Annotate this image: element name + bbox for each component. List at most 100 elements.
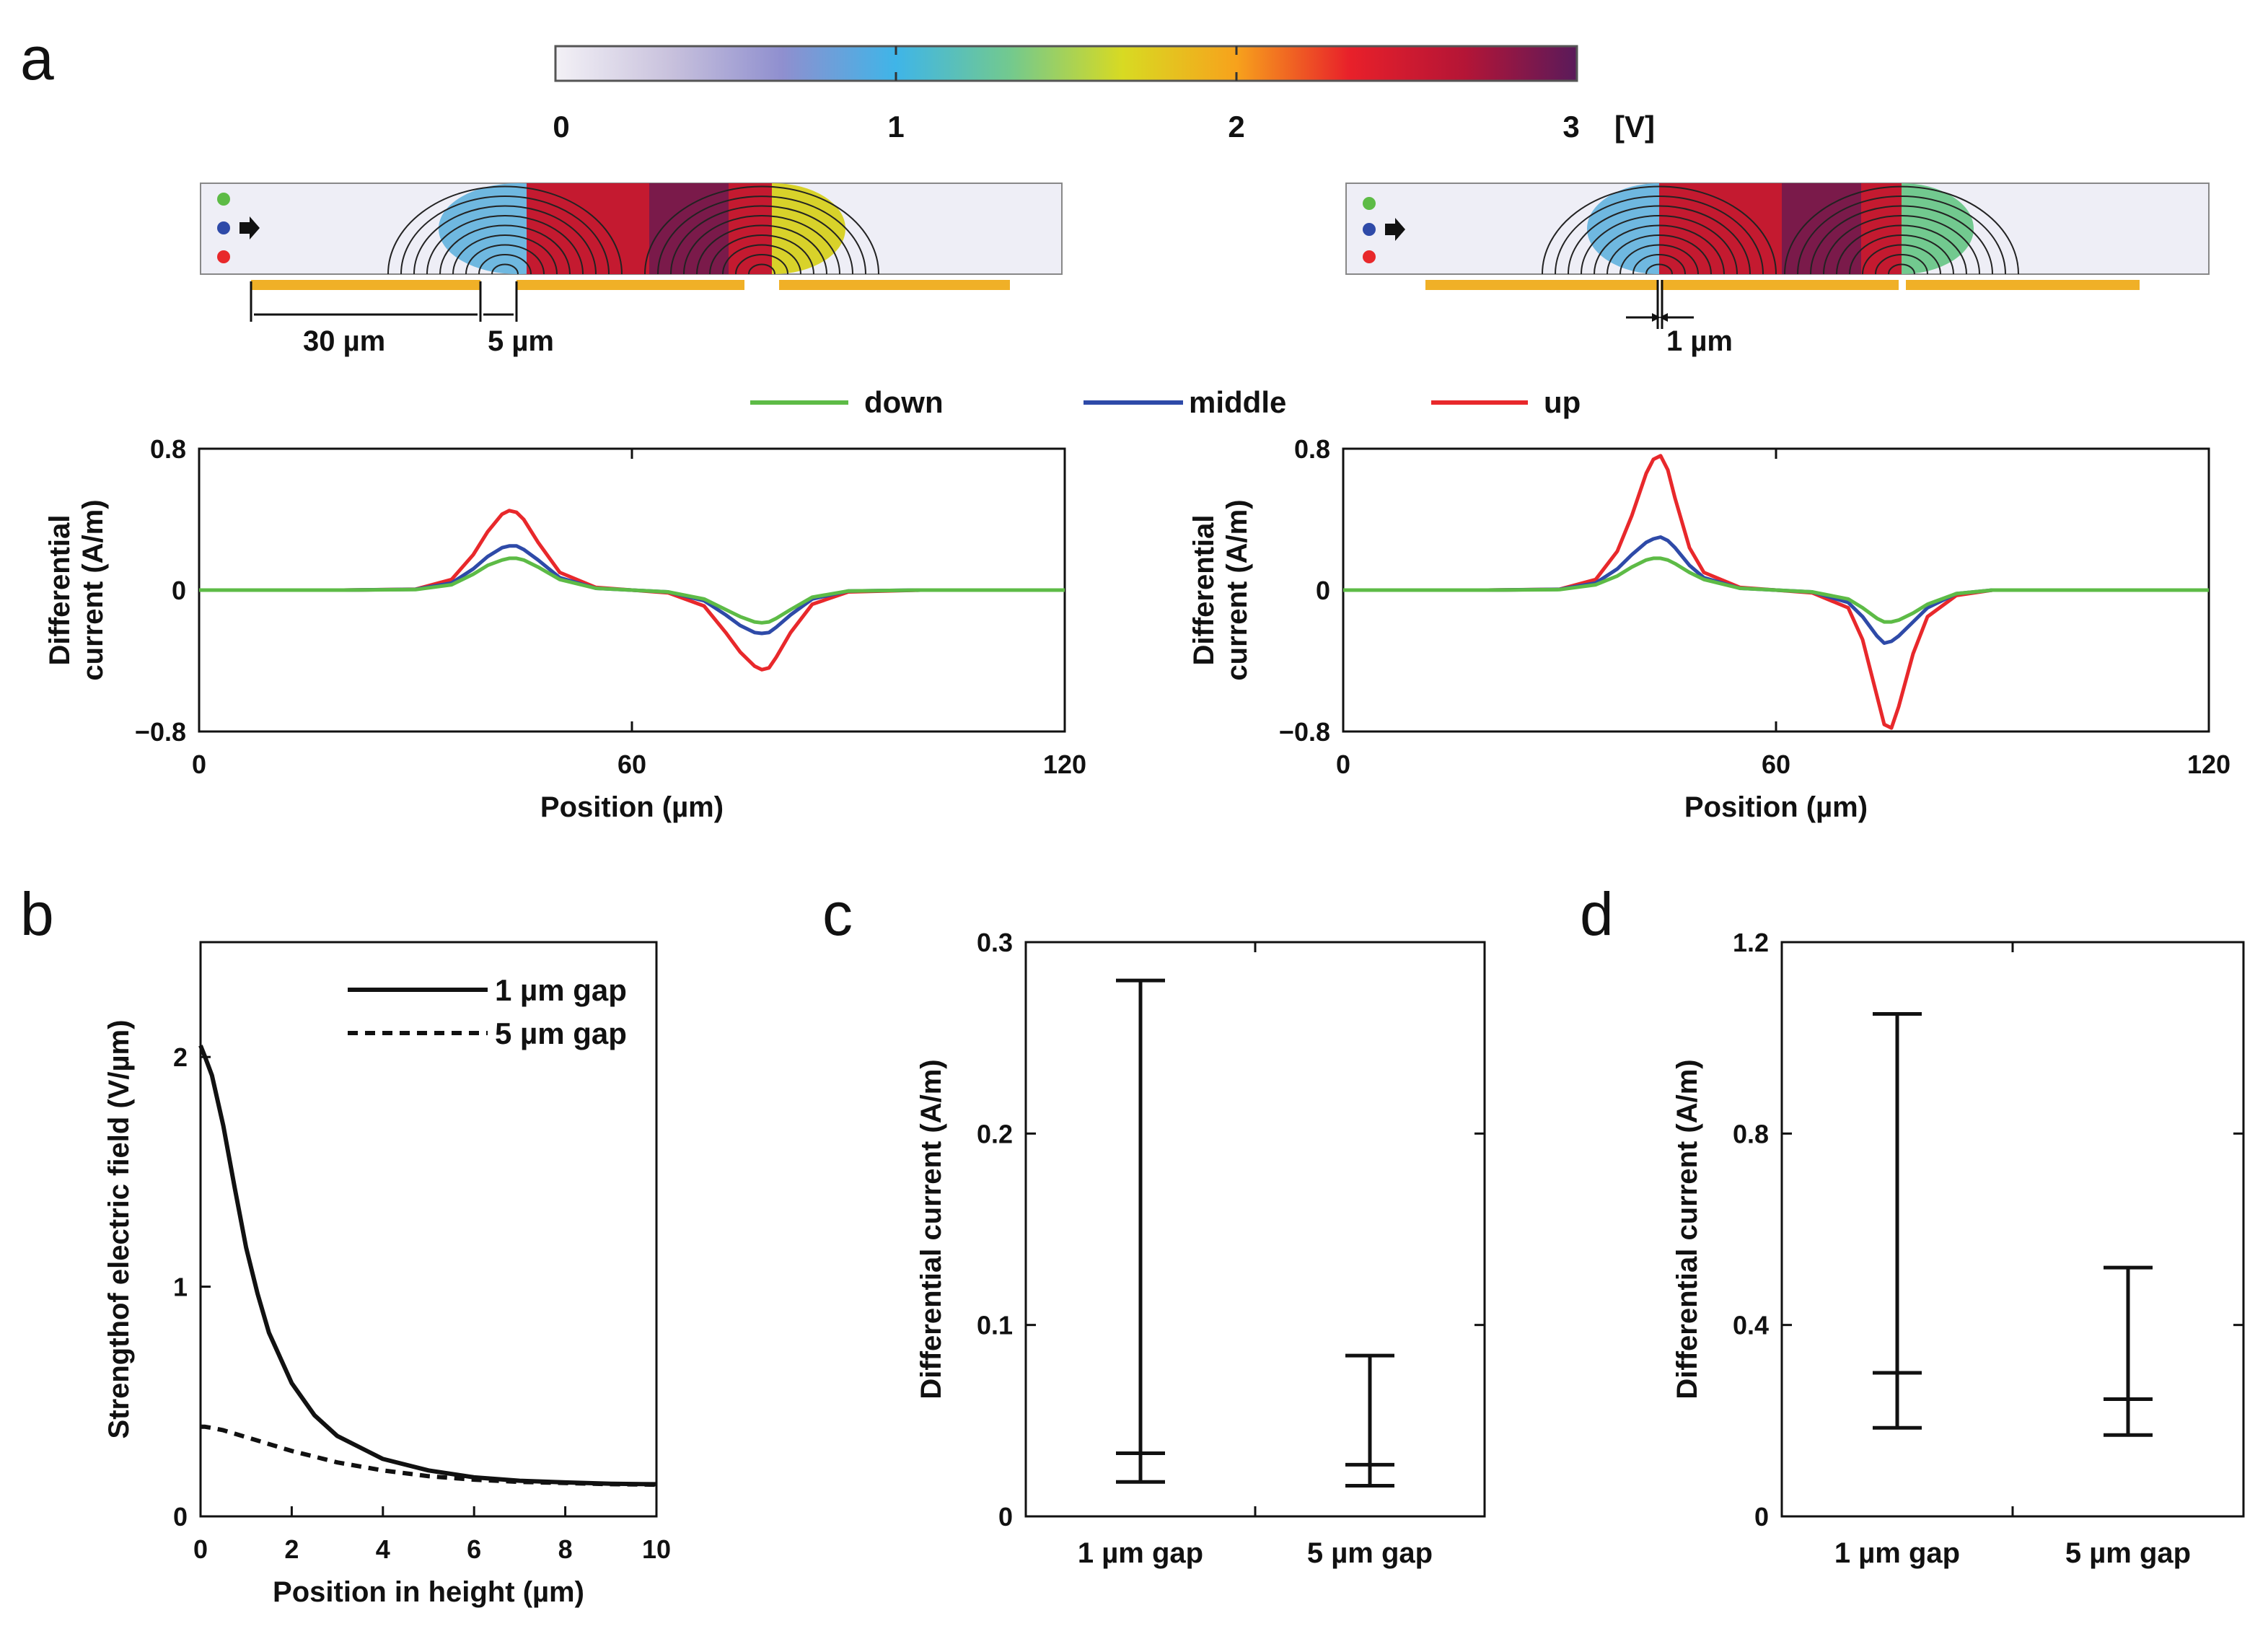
series-line-down [199,556,1065,625]
field-line [670,205,853,275]
field-line [426,215,584,275]
field-line [491,263,519,275]
field-line [1823,215,1980,275]
y-tick-label: 0.8 [1733,1119,1769,1148]
x-tick-label: 0 [192,750,206,779]
x-tick-label: 8 [558,1534,573,1564]
plot-frame [1780,941,2245,1518]
y-tick-label: 0.1 [977,1311,1013,1340]
colorbar-tick-label: 0 [553,110,569,144]
x-tick-label: 120 [1043,750,1086,779]
y-axis-label-line1: Differential [1188,515,1220,666]
dim-label-30um: 30 µm [303,325,385,357]
y-tick-label: 0 [998,1502,1013,1532]
colorbar-unit: [V] [1614,110,1655,144]
y-tick-label: 0.8 [1294,434,1330,464]
field-line [1555,195,1764,275]
plot-frame [199,941,658,1518]
field-region-peak [1782,183,1861,274]
legend-label-down: down [864,385,944,419]
y-tick-label: 0 [172,576,186,605]
field-line [465,244,545,275]
colorbar: 0 1 2 3 [V] [553,45,1655,144]
electrode-middle [1661,280,1899,290]
series-line-down [1343,556,2209,624]
field-simulation-5um-gap: 30 µm 5 µm [200,183,1063,357]
dim-label-5um: 5 µm [488,325,554,357]
x-axis-label: Position in height (µm) [273,1576,584,1608]
field-line [413,205,597,275]
field-line [1810,205,1993,275]
x-tick-label: 120 [2187,750,2230,779]
panel-label-b: b [20,880,54,948]
marker-down [217,193,230,206]
field-line [709,234,814,275]
field-line [1797,195,2006,275]
y-axis-label: Strengthof electric field (V/µm) [103,1020,135,1439]
y-tick-label: 1.2 [1733,928,1769,957]
x-tick-label: 6 [467,1534,481,1564]
field-line [1888,263,1915,275]
series-line-5-m-gap [201,1424,657,1488]
field-line [1784,185,2019,275]
y-axis-label-line1: Differential [44,515,76,666]
category-label: 1 µm gap [1078,1537,1203,1569]
field-line [1606,234,1712,275]
field-line [1632,254,1686,275]
category-label: 5 µm gap [1307,1537,1433,1569]
field-line [696,224,827,275]
electrode-middle [517,280,744,290]
field-line [683,215,840,275]
y-tick-label: −0.8 [135,717,186,747]
legend-a: down middle up [750,385,1581,419]
y-tick-label: 1 [173,1273,188,1302]
field-line [1875,254,1928,275]
field-line [1581,215,1738,275]
y-tick-label: 0.2 [977,1119,1013,1148]
field-line [1619,244,1699,275]
electrode-left [1425,280,1658,290]
panel-label-a: a [20,25,54,92]
field-region-high-potential [1659,183,1902,274]
field-line [748,263,775,275]
x-tick-label: 2 [284,1534,299,1564]
y-tick-label: 0.3 [977,928,1013,957]
category-label: 1 µm gap [1834,1537,1960,1569]
field-line [1645,263,1673,275]
y-tick-label: 0 [1316,576,1330,605]
field-line [1862,244,1941,275]
y-tick-label: 2 [173,1042,188,1072]
field-line [1849,234,1954,275]
x-tick-label: 60 [617,750,646,779]
field-line [400,195,610,275]
arrow-right-icon [239,216,260,240]
colorbar-tick-label: 1 [887,110,904,144]
electrode-left [251,280,480,290]
field-simulation-1um-gap: 1 µm [1345,183,2210,357]
x-tick-label: 10 [642,1534,671,1564]
chart-d: 0 0.4 0.8 1.2 1 µm gap 5 µm gap Differential c… [1671,928,2245,1569]
y-axis-label-line2: current (A/m) [77,499,109,680]
series-line-1-m-gap [198,1045,657,1487]
y-tick-label: −0.8 [1279,717,1330,747]
colorbar-tick-label: 3 [1562,110,1579,144]
x-tick-label: 60 [1762,750,1790,779]
legend-label-up: up [1544,385,1581,419]
chart-b: 0 2 4 6 8 10 0 1 2 Position in height (µm) Strengt… [103,941,671,1608]
colorbar-gradient [554,45,1578,82]
y-axis-label: Differential current (A/m) [1671,1059,1703,1399]
field-line [1836,224,1967,275]
field-line [452,234,558,275]
field-line [478,254,532,275]
field-line [722,244,801,275]
category-label: 5 µm gap [2065,1537,2191,1569]
y-tick-label: 0 [173,1502,188,1532]
field-line [1542,185,1777,275]
field-line [1594,224,1725,275]
marker-middle [1363,223,1376,236]
x-axis-label: Position (µm) [1684,791,1868,823]
y-axis-label-line2: current (A/m) [1221,499,1253,680]
